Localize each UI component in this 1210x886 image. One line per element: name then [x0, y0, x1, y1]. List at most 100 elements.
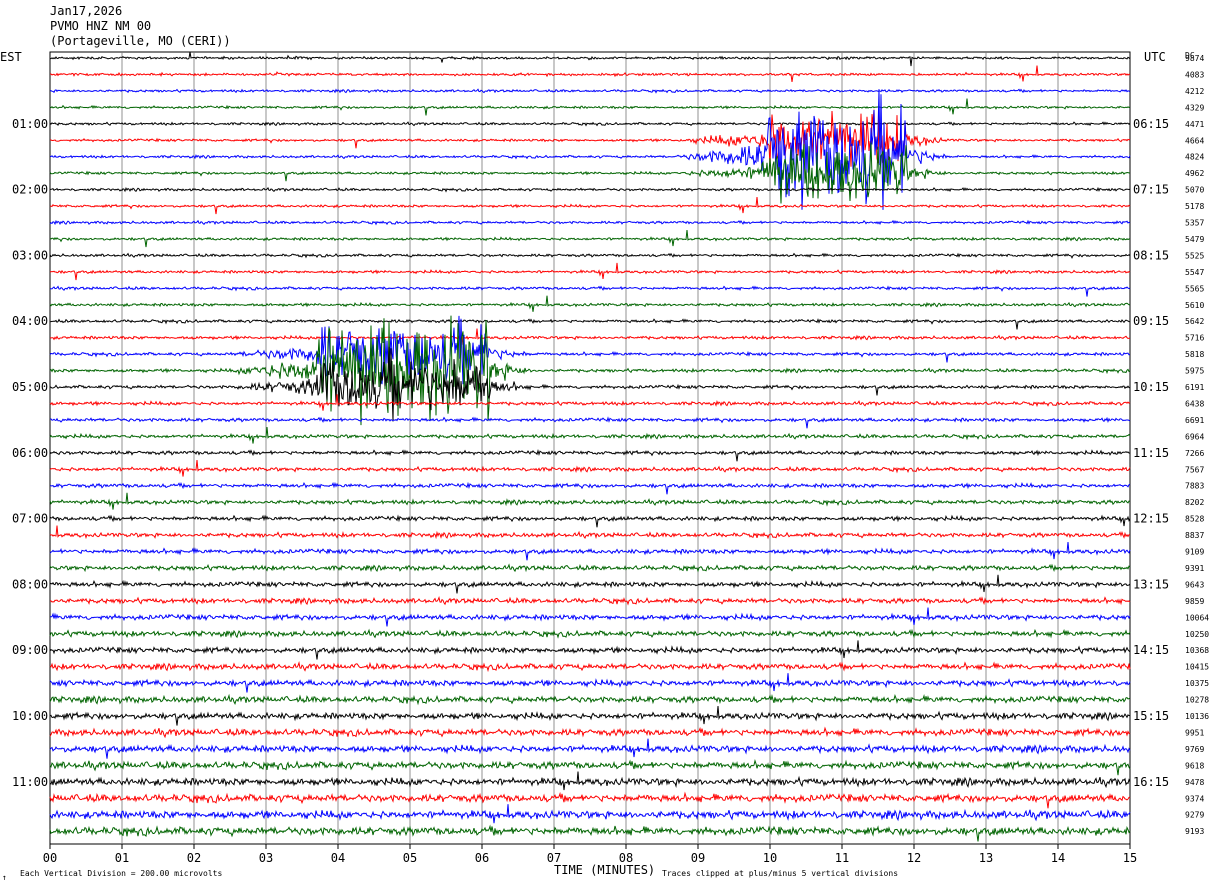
dc-offset-label: 6438 [1185, 399, 1204, 408]
trace-7 [49, 142, 1131, 204]
dc-offset-label: 5610 [1185, 301, 1204, 310]
trace-15 [49, 295, 1131, 312]
dc-offset-label: 10250 [1185, 630, 1209, 639]
left-hour-label: 09:00 [12, 643, 48, 657]
trace-22 [49, 416, 1131, 429]
x-tick-label: 03 [259, 851, 273, 865]
left-hour-label: 11:00 [12, 775, 48, 789]
trace-12 [49, 252, 1131, 259]
dc-offset-label: 10368 [1185, 646, 1209, 655]
dc-offset-label: 4471 [1185, 120, 1204, 129]
dc-offset-label: 9951 [1185, 728, 1204, 737]
trace-31 [49, 563, 1131, 573]
chart-title-station: PVMO HNZ NM 00 [50, 19, 151, 33]
dc-offset-label: 5070 [1185, 186, 1204, 195]
x-tick-label: 09 [691, 851, 705, 865]
trace-35 [49, 628, 1131, 639]
trace-16 [49, 318, 1131, 330]
dc-offset-label: 9279 [1185, 811, 1204, 820]
dc-offset-label: 10064 [1185, 613, 1209, 622]
x-tick-label: 10 [763, 851, 777, 865]
x-axis-label: TIME (MINUTES) [554, 863, 655, 877]
dc-offset-label: 10136 [1185, 712, 1209, 721]
trace-20 [49, 346, 1131, 422]
trace-32 [49, 574, 1131, 594]
trace-25 [49, 459, 1131, 477]
trace-33 [50, 596, 1131, 606]
left-hour-label: 08:00 [12, 577, 48, 591]
dc-offset-label: 5525 [1185, 251, 1204, 260]
trace-9 [49, 197, 1131, 215]
trace-11 [49, 229, 1131, 248]
trace-8 [49, 186, 1131, 193]
trace-41 [49, 726, 1131, 739]
dc-offset-label: 8528 [1185, 515, 1204, 524]
x-tick-label: 00 [43, 851, 57, 865]
right-hour-label: 10:15 [1133, 380, 1169, 394]
trace-4 [49, 121, 1131, 127]
x-tick-label: 14 [1051, 851, 1065, 865]
right-hour-label: 16:15 [1133, 775, 1169, 789]
x-tick-label: 15 [1123, 851, 1137, 865]
right-hour-label: 06:15 [1133, 117, 1169, 131]
trace-24 [49, 449, 1131, 462]
chart-title-date: Jan17,2026 [50, 4, 122, 18]
trace-45 [49, 791, 1131, 809]
x-tick-label: 13 [979, 851, 993, 865]
x-tick-label: 07 [547, 851, 561, 865]
axis-tick-labels: 00 01 02 03 04 05 06 07 08 09 10 11 12 13 14 15 01:00 02:… [12, 54, 1209, 865]
trace-23 [49, 427, 1131, 444]
right-hour-label: 08:15 [1133, 248, 1169, 262]
dc-offset-label: 5642 [1185, 317, 1204, 326]
dc-offset-label: 5479 [1185, 235, 1204, 244]
seismic-traces [49, 51, 1131, 842]
x-tick-label: 08 [619, 851, 633, 865]
left-hour-label: 10:00 [12, 709, 48, 723]
dc-offset-label: 7266 [1185, 449, 1204, 458]
right-hour-label: 13:15 [1133, 577, 1169, 591]
left-hour-label: 05:00 [12, 380, 48, 394]
trace-21 [49, 394, 1131, 411]
trace-37 [49, 661, 1131, 673]
dc-offset-label: 5357 [1185, 219, 1204, 228]
dc-offset-label: 4329 [1185, 103, 1204, 112]
trace-17 [49, 328, 1130, 345]
left-hour-label: 04:00 [12, 314, 48, 328]
dc-offset-label: 9859 [1185, 597, 1204, 606]
trace-46 [49, 804, 1131, 824]
x-tick-label: 02 [187, 851, 201, 865]
dc-offset-label: 9643 [1185, 580, 1204, 589]
chart-title-location: (Portageville, MO (CERI)) [50, 34, 231, 48]
dc-offset-label: 9874 [1185, 54, 1204, 63]
right-hour-label: 12:15 [1133, 512, 1169, 526]
trace-0 [50, 51, 1131, 67]
trace-30 [49, 541, 1131, 561]
dc-offset-label: 7883 [1185, 482, 1204, 491]
dc-offset-label: 7567 [1185, 465, 1204, 474]
x-tick-label: 12 [907, 851, 921, 865]
left-hour-label: 02:00 [12, 183, 48, 197]
right-zone-label: UTC [1144, 50, 1166, 64]
dc-offset-label: 10375 [1185, 679, 1209, 688]
x-tick-label: 06 [475, 851, 489, 865]
trace-38 [49, 673, 1131, 693]
dc-offset-label: 8837 [1185, 531, 1204, 540]
dc-offset-label: 4083 [1185, 70, 1204, 79]
footer-vertical-division: Each Vertical Division = 200.00 microvol… [20, 869, 222, 878]
trace-3 [49, 98, 1131, 116]
right-hour-label: 07:15 [1133, 183, 1169, 197]
dc-offset-label: 4962 [1185, 169, 1204, 178]
trace-28 [49, 514, 1131, 528]
dc-offset-label: 9374 [1185, 794, 1204, 803]
dc-offset-label: 9391 [1185, 564, 1204, 573]
left-hour-label: 03:00 [12, 248, 48, 262]
right-hour-label: 09:15 [1133, 314, 1169, 328]
trace-18 [49, 315, 1130, 385]
trace-39 [49, 693, 1131, 706]
dc-offset-label: 4664 [1185, 136, 1204, 145]
trace-1 [50, 65, 1130, 82]
left-hour-label: 07:00 [12, 512, 48, 526]
vertical-grid [49, 51, 1131, 845]
trace-40 [49, 705, 1131, 726]
